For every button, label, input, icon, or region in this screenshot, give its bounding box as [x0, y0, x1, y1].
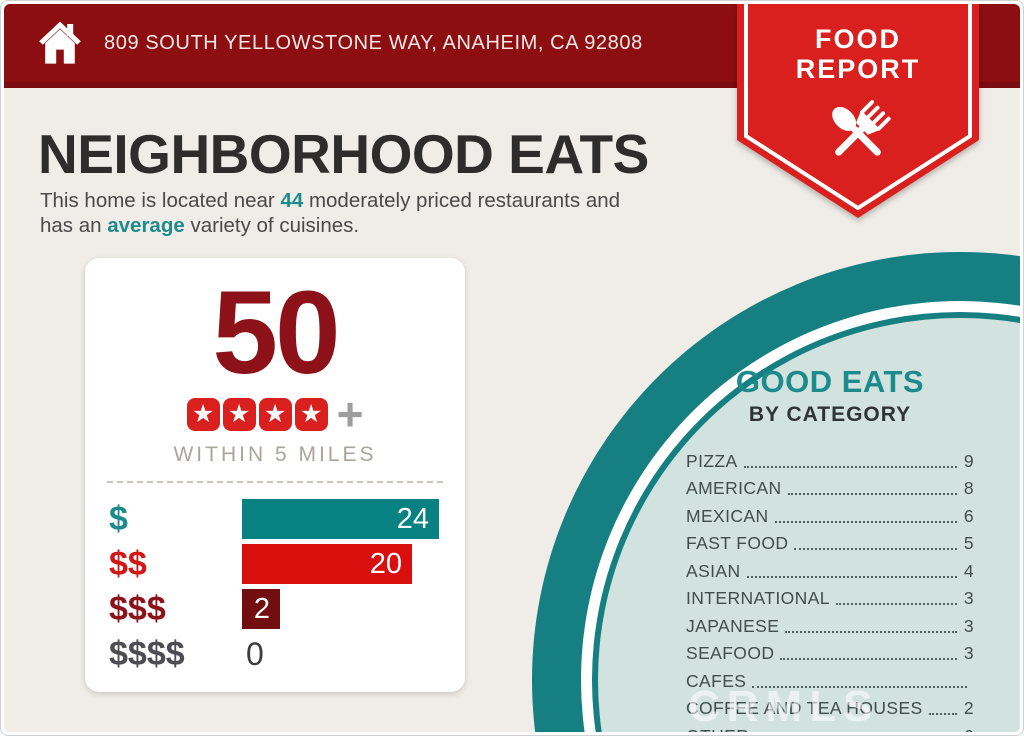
category-row: MEXICAN 6 — [686, 499, 974, 527]
category-value: 9 — [963, 450, 974, 471]
intro-seg4: variety of cuisines. — [184, 214, 360, 237]
dot-leader — [785, 630, 957, 633]
dot-leader — [787, 493, 957, 495]
star-glyph: ★ — [263, 400, 287, 428]
dot-leader — [780, 658, 957, 660]
category-label: INTERNATIONAL — [686, 588, 830, 608]
star-icon: ★ — [222, 398, 256, 431]
star-glyph: ★ — [191, 400, 215, 428]
food-report-badge: FOOD REPORT — [737, 4, 979, 222]
category-label: FAST FOOD — [686, 533, 789, 553]
category-value: 3 — [963, 643, 974, 663]
category-value: 4 — [963, 560, 974, 581]
dot-leader — [752, 685, 967, 688]
price-row: $$$$ 0 — [109, 634, 443, 674]
price-row: $ 24 — [109, 499, 443, 539]
good-eats-subtitle: BY CATEGORY — [748, 403, 912, 426]
category-value: 3 — [963, 588, 974, 608]
star-icon: ★ — [294, 398, 328, 431]
dot-leader — [774, 520, 957, 523]
category-label: MEXICAN — [686, 505, 769, 526]
good-eats-panel: GOOD EATS BY CATEGORY PIZZA 9 AMERICAN 8 — [660, 364, 1000, 732]
score-card: 50 ★ ★ ★ ★ + WITHIN 5 MILES — [85, 258, 465, 692]
bar-value: 20 — [369, 547, 402, 580]
category-value: 3 — [963, 615, 974, 636]
food-report-infographic: 809 SOUTH YELLOWSTONE WAY, ANAHEIM, CA 9… — [4, 4, 1020, 732]
star-rating: ★ ★ ★ ★ + — [85, 388, 465, 440]
price-row: $$ 20 — [109, 544, 443, 584]
price-bar: 20 — [242, 544, 412, 584]
category-row: FAST FOOD 5 — [686, 527, 974, 555]
category-label: PIZZA — [686, 450, 738, 471]
dot-leader — [743, 465, 957, 468]
zero-value: 0 — [246, 635, 264, 672]
price-level-label: $$$$ — [109, 634, 185, 673]
category-label: JAPANESE — [686, 615, 780, 636]
variety-highlight: average — [107, 214, 185, 237]
category-label: ASIAN — [686, 560, 741, 581]
plus-icon: + — [336, 388, 364, 440]
ribbon-shape — [737, 4, 979, 218]
crossed-spoon-fork-icon — [832, 100, 891, 156]
category-label: AMERICAN — [686, 478, 782, 498]
price-bar: 24 — [241, 499, 439, 539]
category-label: SEAFOOD — [686, 643, 775, 663]
category-row: SEAFOOD 3 — [686, 637, 974, 665]
crmls-watermark: CRMLS — [688, 682, 880, 731]
star-glyph: ★ — [227, 400, 251, 428]
category-value: 2 — [963, 698, 974, 718]
intro-seg3: has an — [40, 214, 108, 237]
restaurant-count: 44 — [280, 189, 304, 212]
category-row: COFFEE AND TEA HOUSES 2 — [686, 692, 974, 720]
badge-content: FOOD REPORT — [737, 4, 979, 177]
category-value: 5 — [963, 533, 974, 553]
category-row: JAPANESE 3 — [686, 609, 974, 637]
price-level-label: $$$ — [109, 589, 166, 628]
category-value: 6 — [964, 726, 974, 733]
dotted-divider — [107, 481, 443, 483]
category-row: ASIAN 4 — [686, 554, 974, 582]
category-row: CAFES — [686, 664, 974, 692]
dot-leader — [835, 603, 957, 605]
good-eats-title: GOOD EATS — [735, 364, 925, 399]
category-list: PIZZA 9 AMERICAN 8 MEXICAN 6 — [686, 444, 974, 733]
category-label: COFFEE AND TEA HOUSES — [686, 698, 923, 718]
intro-text: This home is located near 44 moderately … — [40, 188, 720, 238]
badge-title-line2: REPORT — [795, 54, 921, 84]
badge-title-line1: FOOD — [815, 24, 901, 54]
bar-value: 2 — [253, 592, 270, 625]
star-icon: ★ — [186, 398, 220, 431]
home-icon — [39, 21, 81, 64]
page-title: NEIGHBORHOOD EATS — [38, 123, 649, 185]
dot-leader — [746, 575, 957, 578]
category-value: 6 — [963, 505, 974, 526]
bar-value: 24 — [396, 502, 429, 535]
price-level-label: $$ — [109, 544, 147, 583]
intro-seg1: This home is located near — [40, 189, 281, 212]
category-label: CAFES — [686, 670, 747, 691]
category-row: OTHER 6 — [686, 719, 974, 733]
category-label: OTHER — [686, 726, 749, 733]
star-icon: ★ — [258, 398, 292, 431]
category-value: 8 — [963, 478, 974, 498]
price-level-label: $ — [109, 499, 128, 538]
property-address: 809 SOUTH YELLOWSTONE WAY, ANAHEIM, CA 9… — [104, 31, 643, 54]
price-bar: 2 — [242, 589, 280, 629]
price-row: $$$ 2 — [109, 589, 443, 629]
intro-seg2: moderately priced restaurants and — [303, 189, 621, 212]
category-row: PIZZA 9 — [686, 444, 974, 472]
category-row: AMERICAN 8 — [686, 472, 974, 500]
dot-leader — [794, 548, 957, 550]
star-glyph: ★ — [299, 400, 323, 428]
restaurant-score: 50 — [212, 267, 340, 399]
category-row: INTERNATIONAL 3 — [686, 582, 974, 610]
star-tiles: ★ ★ ★ ★ — [186, 398, 328, 431]
radius-label: WITHIN 5 MILES — [173, 443, 377, 466]
price-bar-chart: $ 24 $$ 20 — [109, 499, 443, 674]
dot-leader — [928, 713, 957, 715]
